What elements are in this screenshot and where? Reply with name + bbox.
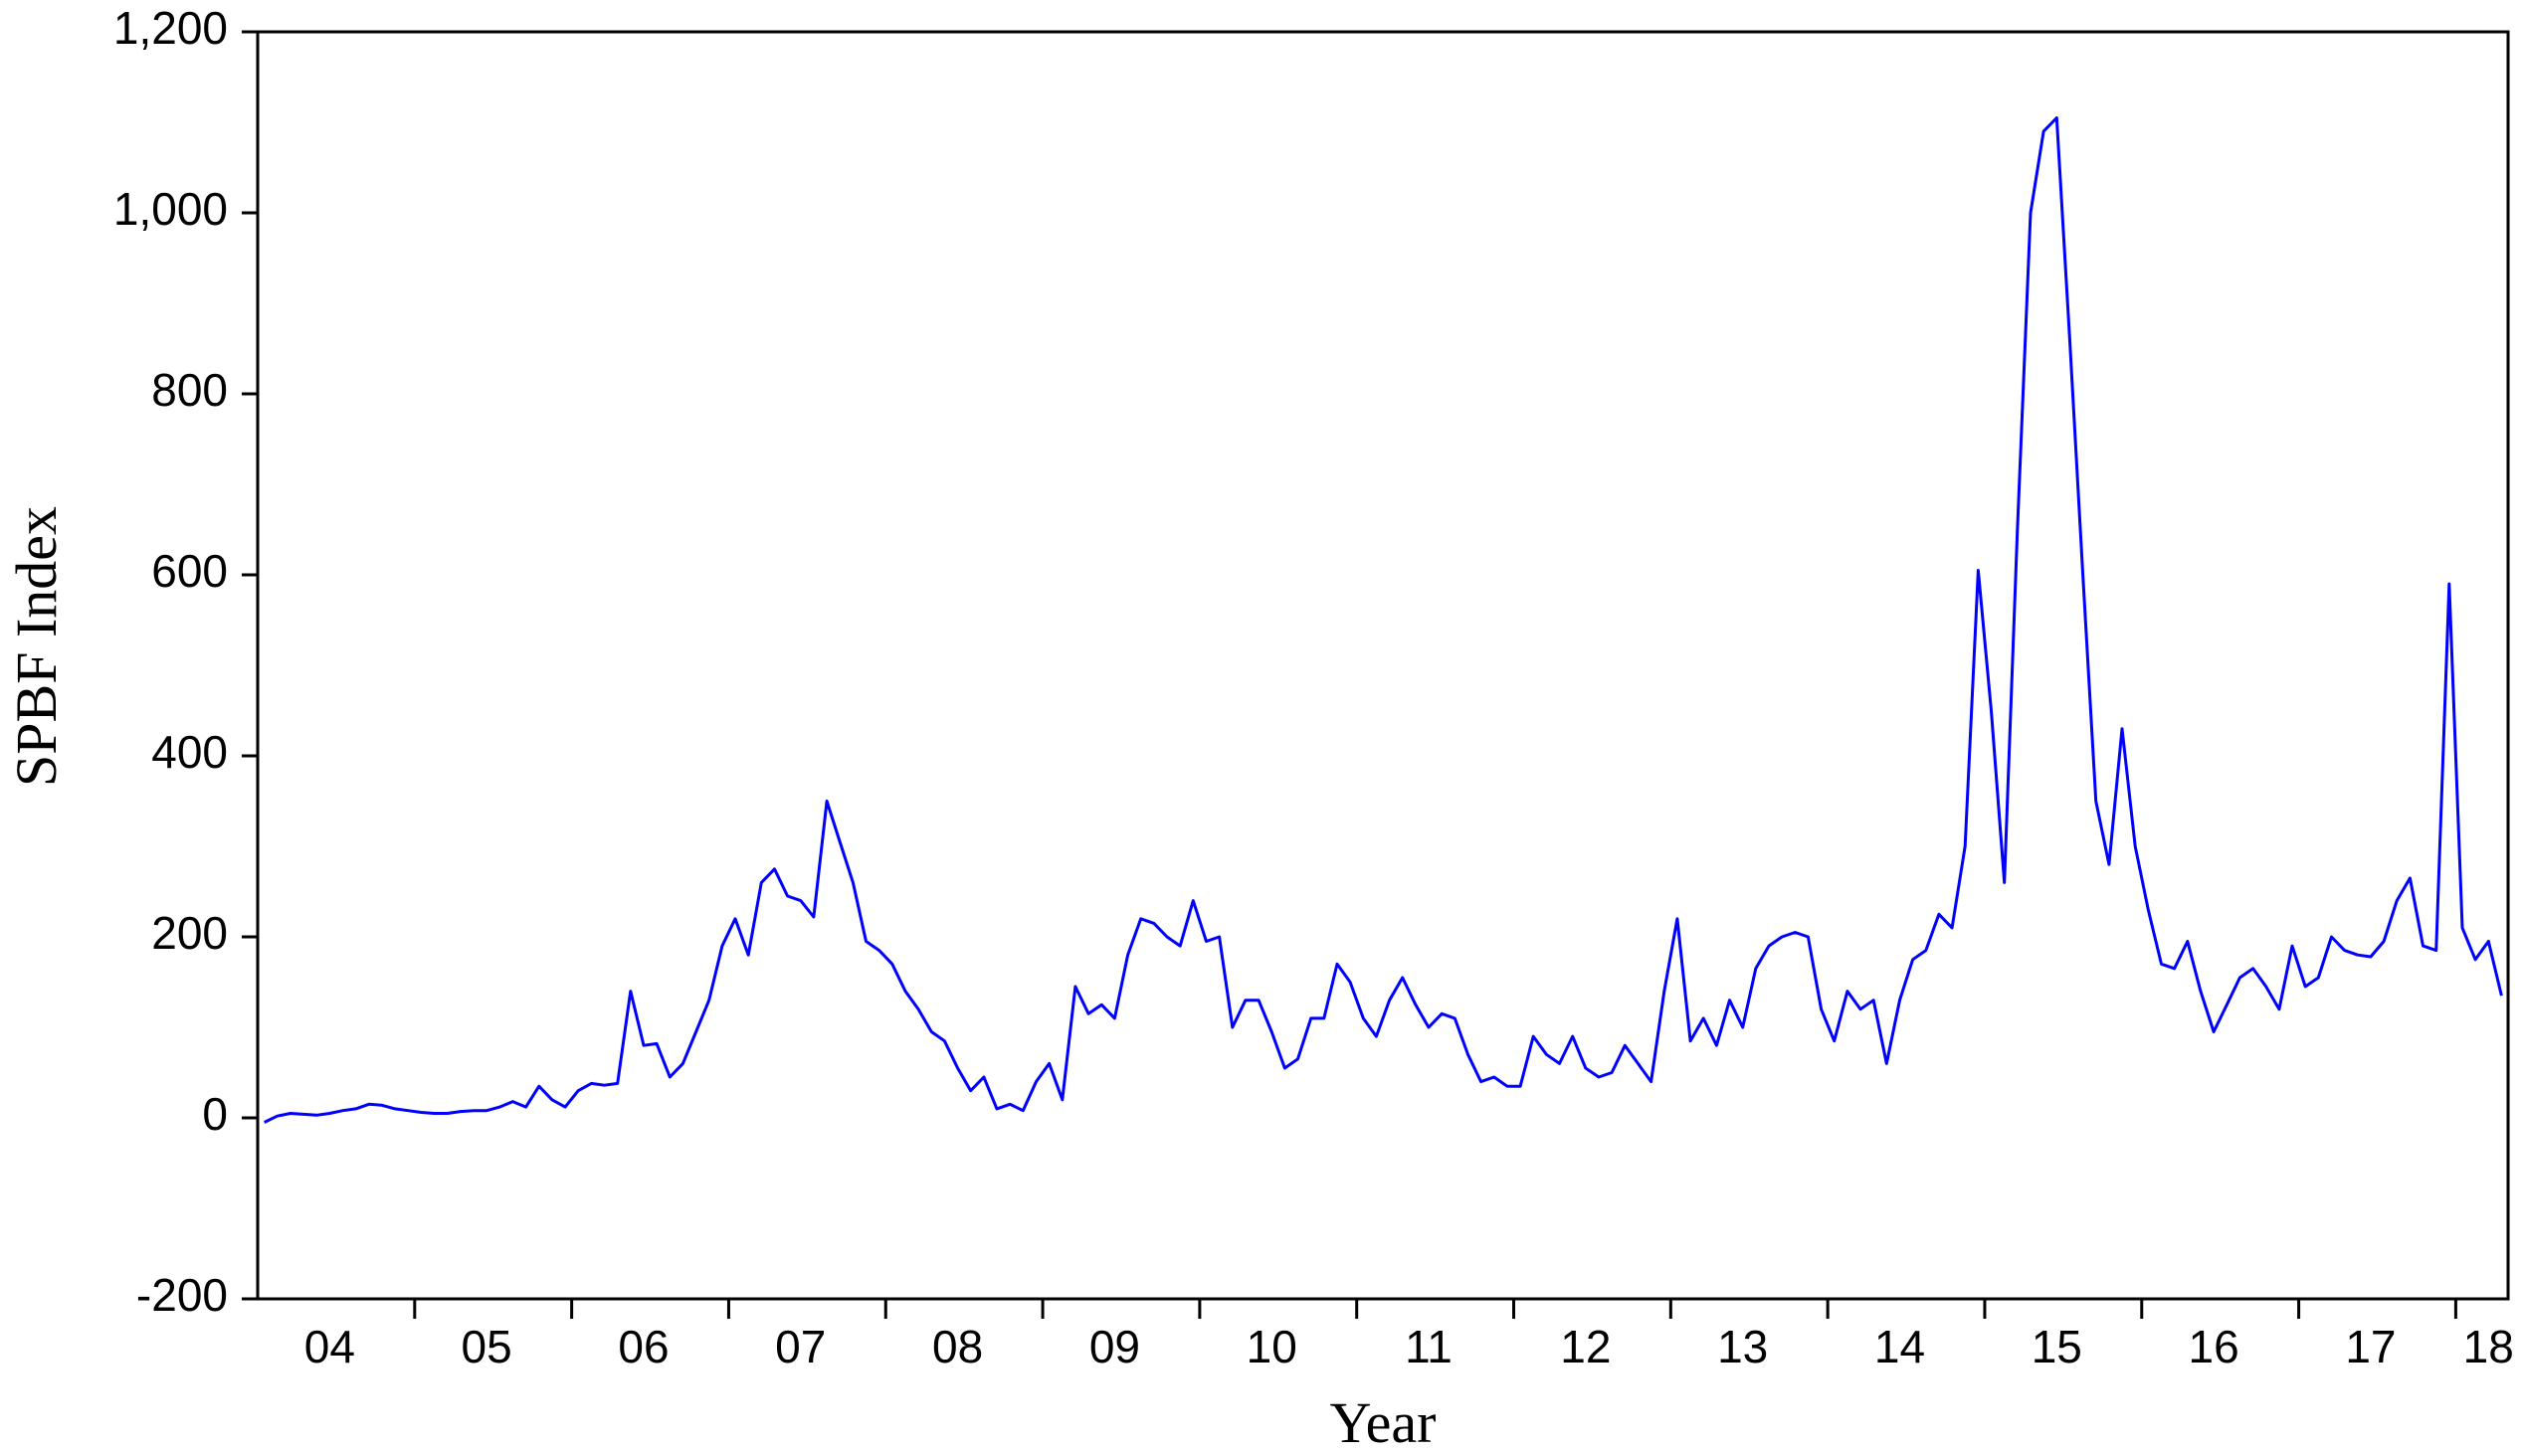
y-tick-label: 800 <box>151 364 228 416</box>
x-tick-label: 05 <box>462 1321 512 1372</box>
x-tick-label: 14 <box>1874 1321 1925 1372</box>
y-axis-title: SPBF Index <box>4 506 69 787</box>
x-tick-label: 10 <box>1247 1321 1297 1372</box>
y-tick-label: -200 <box>136 1269 228 1321</box>
x-tick-label: 11 <box>1405 1321 1453 1372</box>
x-tick-label: 07 <box>775 1321 826 1372</box>
x-tick-label: 09 <box>1089 1321 1140 1372</box>
x-axis-title: Year <box>1330 1390 1437 1455</box>
x-tick-label: 12 <box>1560 1321 1611 1372</box>
y-tick-label: 400 <box>151 726 228 778</box>
x-tick-label: 13 <box>1717 1321 1768 1372</box>
plot-frame <box>256 30 2510 1301</box>
y-tick-label: 200 <box>151 907 228 959</box>
series-line <box>263 116 2503 1124</box>
x-tick-label: 18 <box>2463 1321 2514 1372</box>
x-tick-label: 08 <box>932 1321 983 1372</box>
x-tick-label: 06 <box>618 1321 669 1372</box>
x-tick-label: 17 <box>2345 1321 2396 1372</box>
x-tick-label: 15 <box>2032 1321 2082 1372</box>
x-tick-label: 16 <box>2189 1321 2239 1372</box>
y-tick-label: 1,000 <box>113 183 228 235</box>
x-tick-label: 04 <box>304 1321 355 1372</box>
y-tick-label: 1,200 <box>113 2 228 54</box>
y-tick-label: 600 <box>151 545 228 597</box>
y-tick-label: 0 <box>202 1088 228 1140</box>
